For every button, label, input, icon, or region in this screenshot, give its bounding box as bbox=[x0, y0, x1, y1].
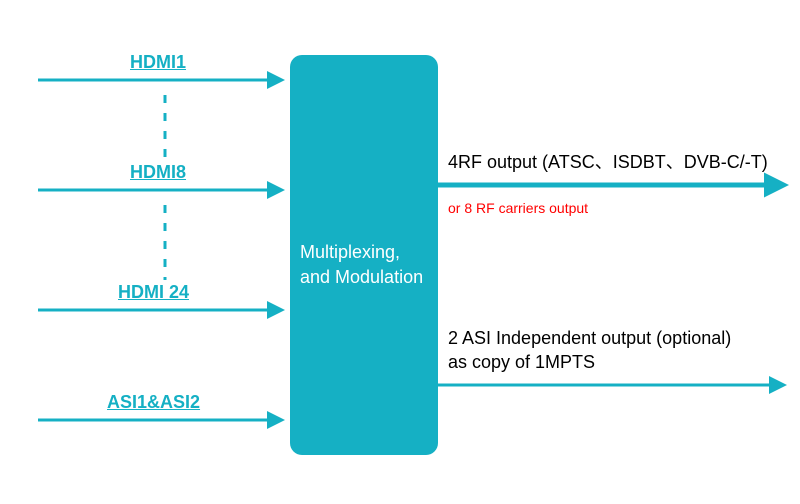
center-label-line1: Multiplexing, bbox=[300, 242, 400, 262]
output-label-1: 2 ASI Independent output (optional) bbox=[448, 328, 731, 349]
block-diagram: Multiplexing, and Modulation HDMI1 HDMI8 H… bbox=[0, 0, 800, 504]
center-box-label: Multiplexing, and Modulation bbox=[300, 240, 423, 290]
input-label-1: HDMI8 bbox=[130, 162, 186, 183]
input-label-0: HDMI1 bbox=[130, 52, 186, 73]
output-sublabel-1: as copy of 1MPTS bbox=[448, 352, 595, 373]
output-sublabel-0: or 8 RF carriers output bbox=[448, 200, 588, 216]
output-label-0: 4RF output (ATSC、ISDBT、DVB-C/-T) bbox=[448, 148, 768, 174]
input-label-2: HDMI 24 bbox=[118, 282, 189, 303]
input-label-3: ASI1&ASI2 bbox=[107, 392, 200, 413]
center-label-line2: and Modulation bbox=[300, 267, 423, 287]
